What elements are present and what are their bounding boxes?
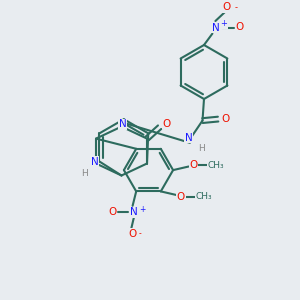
Text: N: N	[118, 119, 126, 129]
Text: N: N	[91, 157, 98, 167]
Text: O: O	[189, 160, 197, 170]
Text: H: H	[198, 144, 205, 153]
Text: +: +	[139, 205, 146, 214]
Text: O: O	[108, 207, 116, 217]
Text: O: O	[177, 191, 185, 202]
Text: O: O	[221, 113, 230, 124]
Text: N: N	[212, 22, 219, 33]
Text: H: H	[81, 169, 88, 178]
Text: N: N	[184, 133, 192, 143]
Text: O: O	[236, 22, 244, 32]
Text: CH₃: CH₃	[195, 192, 212, 201]
Text: -: -	[139, 229, 142, 238]
Text: -: -	[234, 4, 237, 13]
Text: N: N	[130, 207, 138, 218]
Text: CH₃: CH₃	[207, 160, 224, 169]
Text: O: O	[162, 118, 170, 129]
Text: O: O	[223, 2, 231, 12]
Text: O: O	[128, 229, 136, 239]
Text: +: +	[220, 20, 227, 28]
